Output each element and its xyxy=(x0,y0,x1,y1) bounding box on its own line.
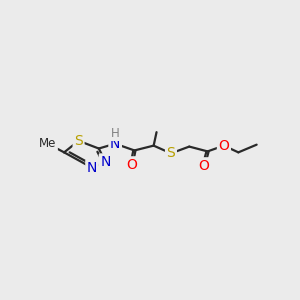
Text: O: O xyxy=(126,158,137,172)
Text: O: O xyxy=(198,159,209,173)
Text: S: S xyxy=(167,146,176,160)
Text: Me: Me xyxy=(39,137,56,150)
Text: H: H xyxy=(111,127,119,140)
Text: N: N xyxy=(110,137,120,151)
Text: N: N xyxy=(87,161,97,175)
Text: O: O xyxy=(218,139,230,153)
Text: N: N xyxy=(100,155,111,169)
Text: S: S xyxy=(74,134,83,148)
